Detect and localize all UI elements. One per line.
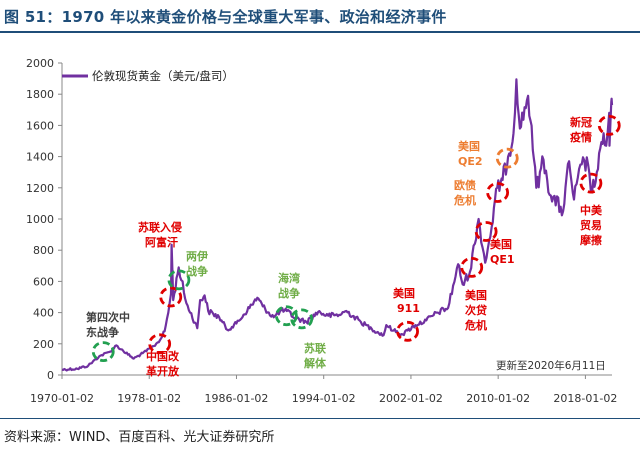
event-marker: [597, 115, 621, 136]
legend-label: 伦敦现货黄金（美元/盘司）: [92, 69, 234, 83]
event-label-reform-line2: 革开放: [146, 364, 180, 378]
event-marker: [275, 305, 298, 327]
event-label-subprime-line3: 危机: [464, 318, 487, 332]
chart-axes: [58, 62, 612, 379]
event-label-iraniraq-line1: 两伊: [186, 249, 208, 263]
x-tick-label: 2010-01-02: [466, 392, 530, 405]
event-label-subprime-line1: 美国: [465, 288, 487, 302]
title-divider: [0, 31, 640, 33]
event-marker: [148, 333, 172, 355]
event-label-gulf-line1: 海湾: [278, 271, 300, 285]
x-tick-label: 1978-01-02: [117, 392, 181, 405]
event-label-911-line2: 911: [397, 302, 420, 315]
event-label-trade-line1: 中美: [580, 203, 603, 217]
event-label-qe2-line1: 美国: [458, 139, 480, 153]
event-label-afghan-line1: 苏联入侵: [138, 220, 182, 234]
event-marker: [290, 308, 314, 330]
event-label-reform-line1: 中国改: [146, 349, 180, 363]
y-tick-label: 1000: [26, 213, 54, 226]
y-tick-label: 0: [47, 369, 54, 382]
event-label-trade-line3: 摩擦: [580, 233, 602, 247]
event-label-subprime-line2: 次贷: [465, 303, 487, 317]
gold-price-chart: 0 200 400 600 800 1000 1200 1400 1600 1800 2000 19…: [26, 57, 621, 405]
event-label-iraniraq-line2: 战争: [186, 264, 208, 278]
event-label-qe2-line2: QE2: [458, 155, 483, 168]
event-label-euro-line1: 欧债: [454, 178, 476, 192]
x-tick-label: 1994-01-02: [292, 392, 356, 405]
x-tick-label: 1970-01-02: [30, 392, 94, 405]
event-label-mideast-line2: 东战争: [86, 325, 119, 339]
y-tick-label: 600: [33, 275, 54, 288]
legend: 伦敦现货黄金（美元/盘司）: [62, 69, 234, 83]
event-marker: [167, 269, 191, 291]
y-tick-label: 800: [33, 244, 54, 257]
event-marker: [460, 256, 484, 278]
update-note: 更新至2020年6月11日: [496, 359, 606, 372]
event-label-qe1-line2: QE1: [490, 253, 515, 266]
y-tick-label: 1400: [26, 151, 54, 164]
event-label-afghan-line2: 阿富汗: [145, 235, 178, 249]
event-marker: [474, 221, 498, 242]
event-label-qe1-line1: 美国: [490, 237, 512, 251]
event-label-gulf-line2: 战争: [278, 286, 300, 300]
event-label-911-line1: 美国: [393, 286, 415, 300]
x-tick-label: 1986-01-02: [204, 392, 268, 405]
series-layer: [61, 78, 614, 372]
y-tick-label: 200: [33, 338, 54, 351]
x-tick-label: 2018-01-02: [553, 392, 617, 405]
event-label-mideast-line1: 第四次中: [86, 310, 130, 324]
source-note: 资料来源：WIND、百度百科、光大证券研究所: [4, 430, 275, 445]
event-label-covid-line1: 新冠: [570, 115, 592, 129]
event-labels: 第四次中 东战争 中国改 革开放 苏联入侵 阿富汗 两伊 战争 海湾 战争 苏联…: [86, 115, 603, 378]
event-marker: [159, 286, 183, 308]
event-label-ussr-line1: 苏联: [304, 341, 326, 355]
event-marker: [91, 341, 115, 363]
y-tick-label: 2000: [26, 57, 54, 70]
y-tick-label: 1800: [26, 88, 54, 101]
event-label-euro-line2: 危机: [453, 193, 476, 207]
event-label-ussr-line2: 解体: [304, 356, 327, 370]
event-marker: [495, 147, 519, 169]
event-marker: [579, 172, 603, 194]
x-tick-labels: 1970-01-02 1978-01-02 1986-01-02 1994-01-02…: [30, 392, 617, 405]
event-label-covid-line2: 疫情: [570, 130, 592, 144]
event-markers: [91, 115, 621, 363]
bottom-divider: [0, 418, 640, 419]
event-label-trade-line2: 贸易: [580, 218, 602, 232]
event-marker: [396, 320, 419, 342]
figure-title: 图 51：1970 年以来黄金价格与全球重大军事、政治和经济事件: [4, 8, 447, 26]
y-tick-labels: 0 200 400 600 800 1000 1200 1400 1600 1800 2000: [26, 57, 54, 382]
y-tick-label: 400: [33, 307, 54, 320]
event-marker: [486, 182, 510, 203]
x-tick-label: 2002-01-02: [379, 392, 443, 405]
y-tick-label: 1600: [26, 119, 54, 132]
series-line-gold: [61, 78, 614, 372]
y-tick-label: 1200: [26, 182, 54, 195]
